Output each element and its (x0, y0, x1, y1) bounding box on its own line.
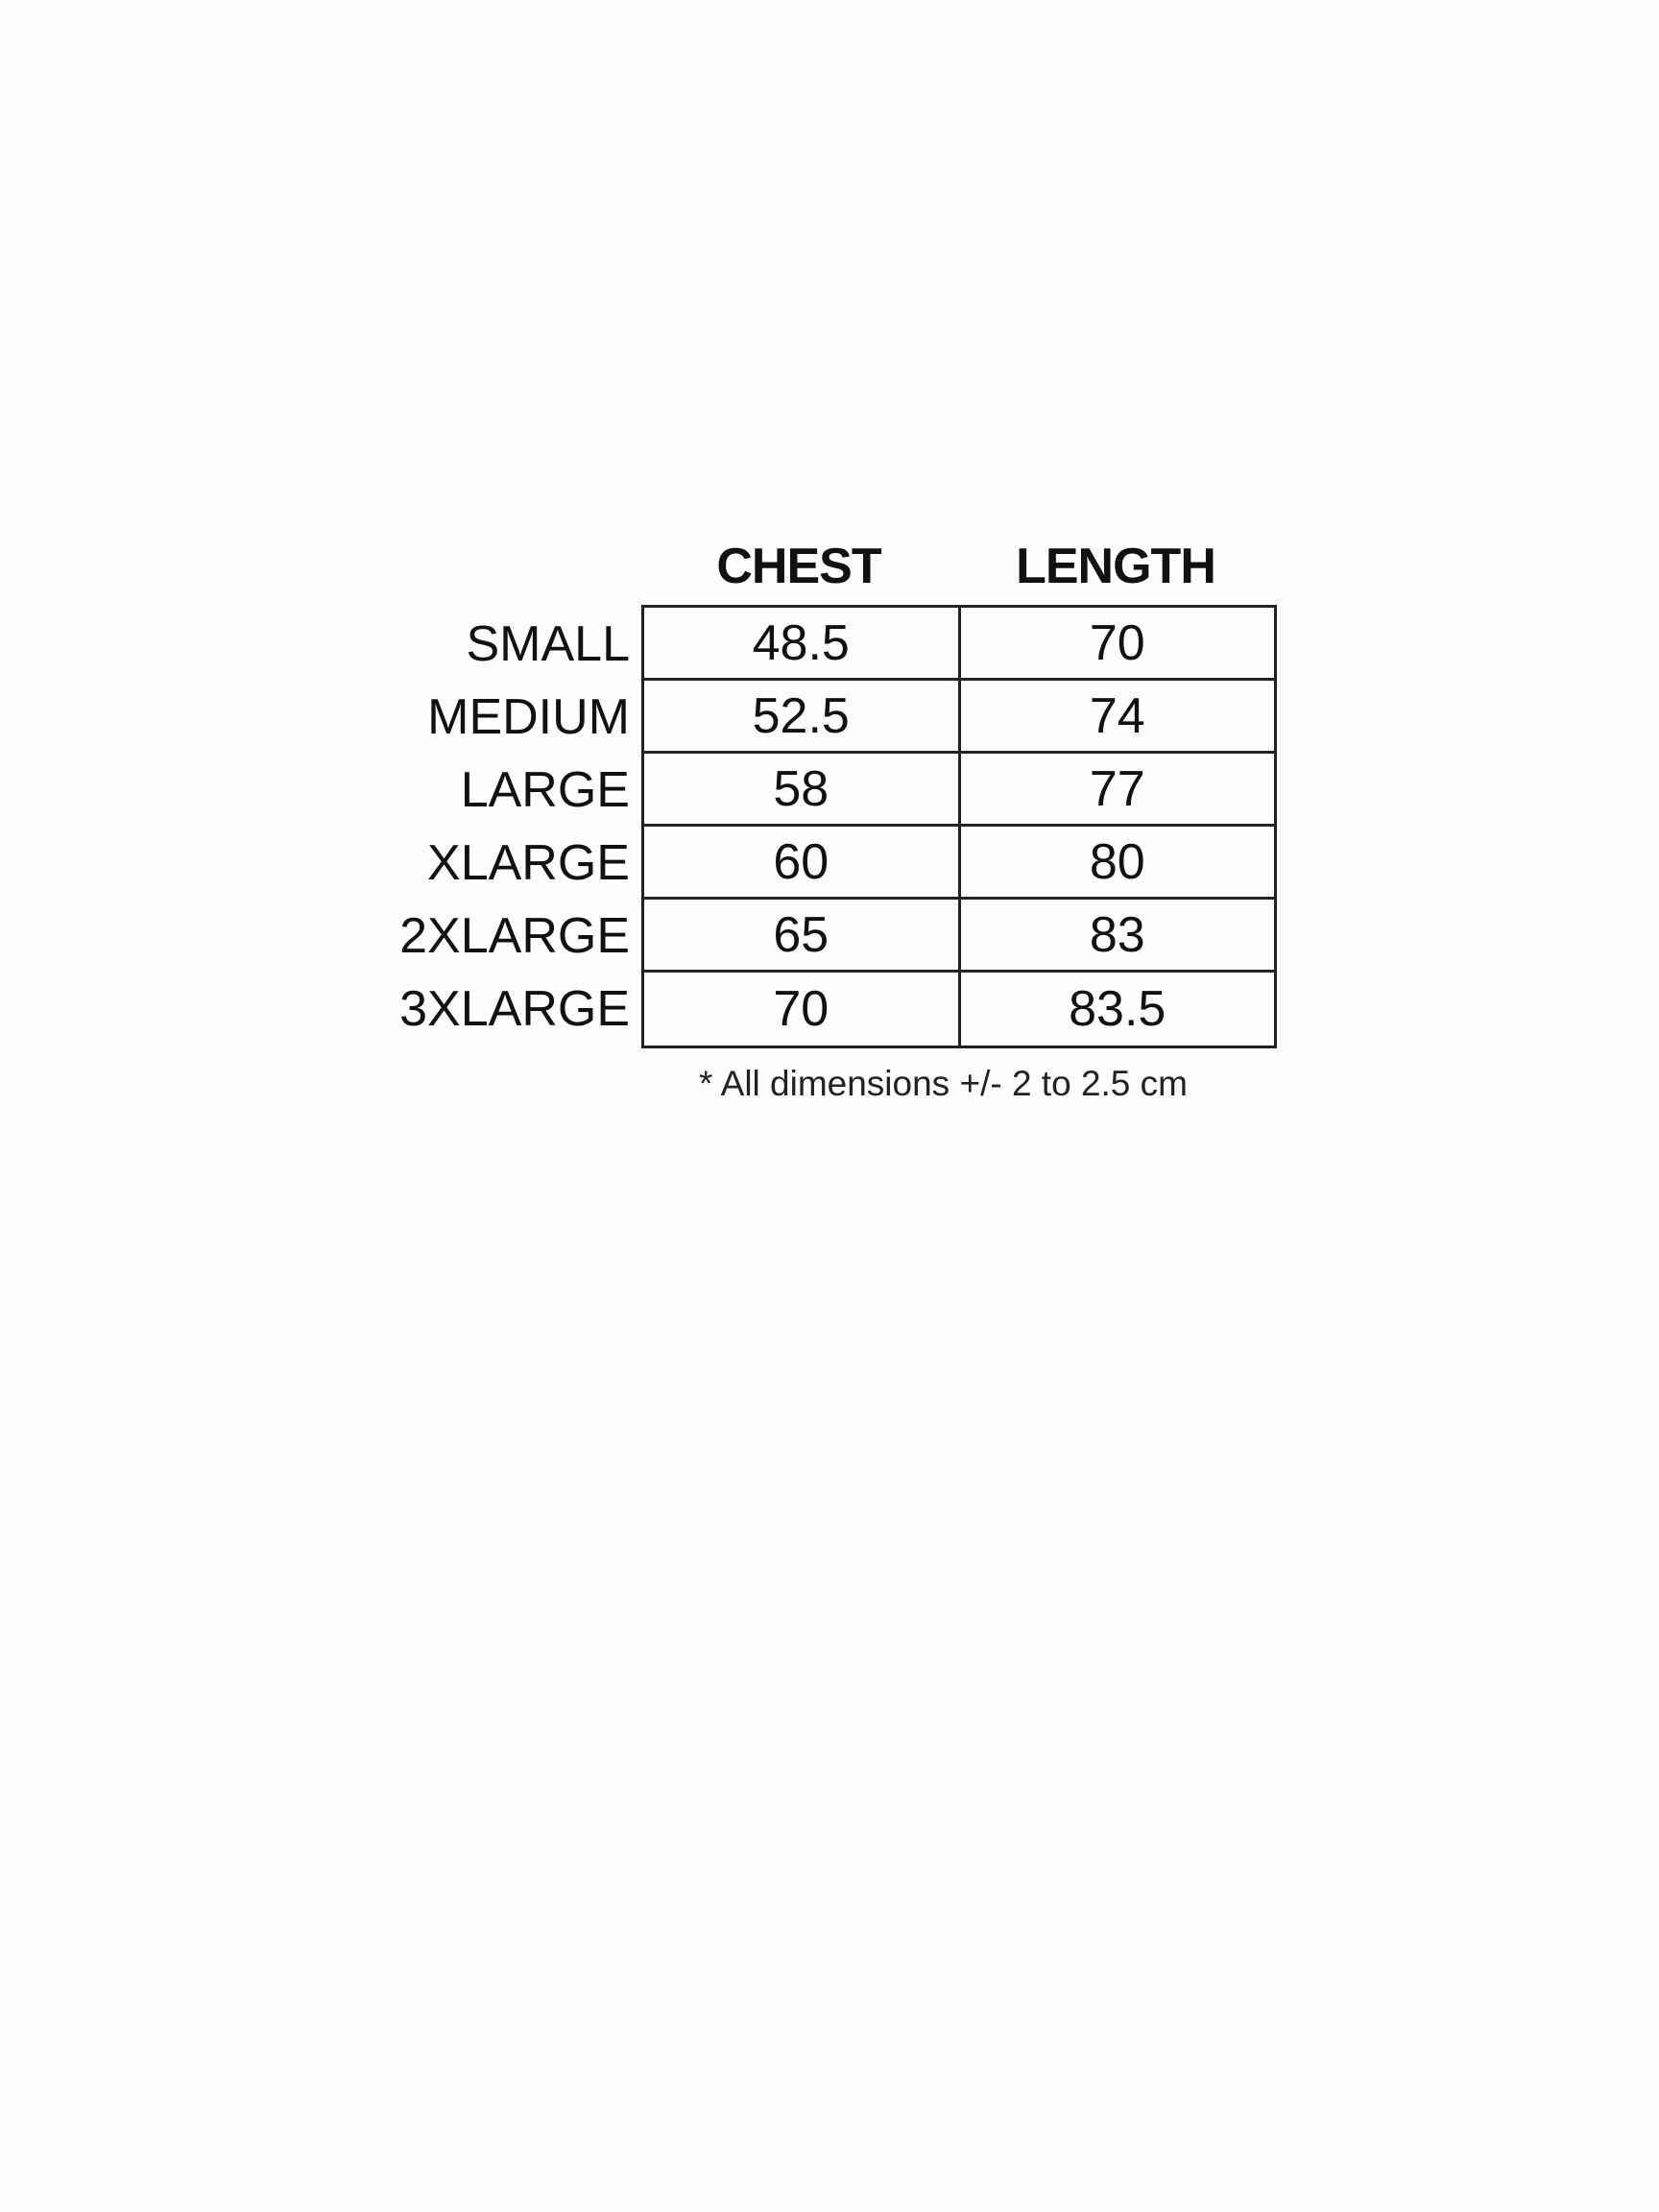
cell-chest: 58 (644, 754, 961, 824)
row-label-size: MEDIUM (427, 689, 630, 745)
table-row: 70 83.5 (644, 973, 1274, 1046)
row-label-size: 3XLARGE (399, 981, 630, 1037)
table-row: 65 83 (644, 900, 1274, 973)
cell-length: 83 (1089, 906, 1145, 963)
row-label-size: SMALL (466, 616, 630, 672)
table-row: 58 77 (644, 754, 1274, 827)
column-header-length: LENGTH (1016, 539, 1216, 594)
cell-length: 80 (1089, 833, 1145, 890)
table-row: 48.5 70 (644, 608, 1274, 681)
row-label-size: 2XLARGE (399, 908, 630, 964)
footnote: * All dimensions +/- 2 to 2.5 cm (699, 1064, 1188, 1103)
row-label-size: LARGE (460, 762, 630, 818)
column-header-chest: CHEST (716, 539, 881, 594)
cell-length: 83.5 (1069, 981, 1166, 1037)
cell-length: 70 (1089, 614, 1145, 671)
cell-chest: 48.5 (644, 608, 961, 678)
cell-chest: 65 (644, 900, 961, 970)
cell-chest: 52.5 (644, 681, 961, 751)
cell-chest: 60 (644, 827, 961, 897)
table-row: 60 80 (644, 827, 1274, 900)
table-row: 52.5 74 (644, 681, 1274, 754)
cell-length: 77 (1089, 760, 1145, 817)
cell-chest: 70 (644, 973, 961, 1046)
cell-length: 74 (1089, 687, 1145, 744)
row-label-size: XLARGE (427, 835, 630, 891)
size-table: 48.5 70 52.5 74 58 77 60 80 65 83 70 83.5 (641, 605, 1277, 1048)
